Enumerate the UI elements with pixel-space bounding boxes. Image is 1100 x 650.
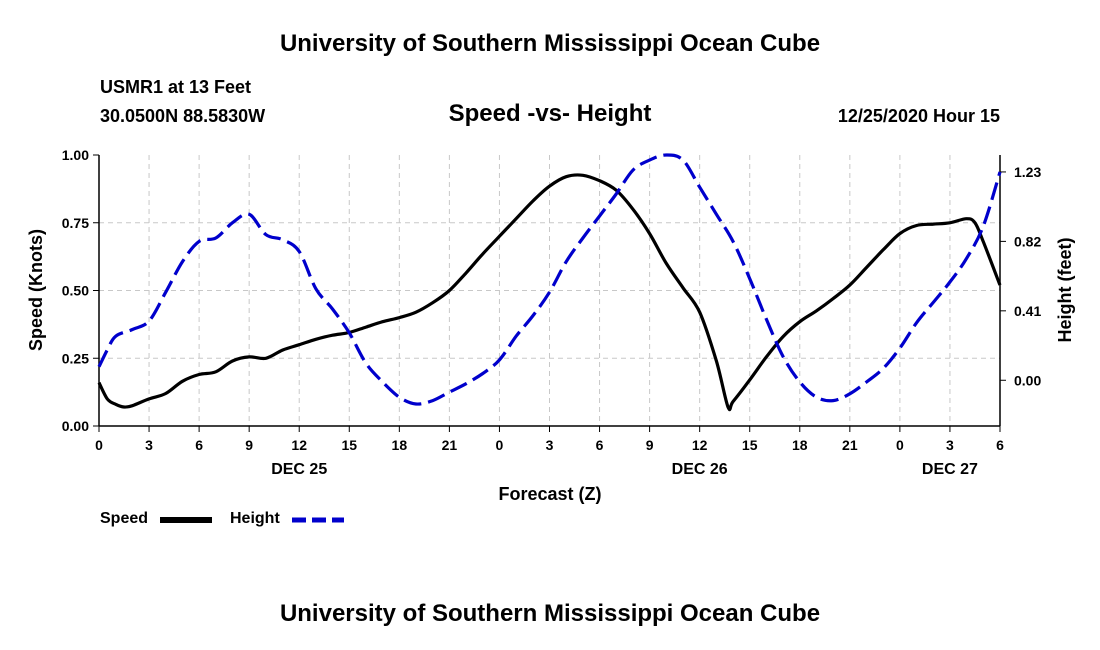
series-line-speed bbox=[97, 173, 1002, 412]
y-axis-label: Speed (Knots) bbox=[26, 229, 46, 351]
x-tick-label: 0 bbox=[896, 437, 904, 453]
station-label: USMR1 at 13 Feet bbox=[100, 77, 252, 97]
y2-tick-label: 0.41 bbox=[1014, 303, 1041, 319]
x-tick-label: 6 bbox=[195, 437, 203, 453]
footer-title: University of Southern Mississippi Ocean… bbox=[279, 600, 821, 627]
date-label: DEC 27 bbox=[922, 461, 978, 478]
legend-height-swatch bbox=[292, 517, 344, 523]
x-tick-label: 0 bbox=[496, 437, 504, 453]
x-tick-label: 15 bbox=[341, 437, 357, 453]
y2-tick-label: 1.23 bbox=[1014, 164, 1041, 180]
axis-ticks: 0 3 6 9 12 15 18 21 0 3 6 9 12 15 18 21 0 3 6 DEC 25 DEC 26 D… bbox=[62, 147, 1042, 478]
y2-tick-label: 0.00 bbox=[1014, 372, 1041, 388]
date-label: DEC 26 bbox=[672, 461, 728, 478]
series-line-height bbox=[97, 153, 1002, 406]
x-tick-label: 12 bbox=[692, 437, 708, 453]
legend-height-label: Height bbox=[230, 510, 280, 527]
grid-lines bbox=[99, 155, 1000, 426]
y-tick-label: 0.00 bbox=[62, 418, 89, 434]
coordinates-label: 30.0500N 88.5830W bbox=[100, 106, 266, 126]
x-tick-label: 3 bbox=[546, 437, 554, 453]
x-tick-label: 0 bbox=[95, 437, 103, 453]
x-tick-label: 3 bbox=[145, 437, 153, 453]
legend-speed-swatch bbox=[160, 517, 212, 523]
x-tick-label: 21 bbox=[842, 437, 858, 453]
x-tick-label: 18 bbox=[792, 437, 808, 453]
y-tick-label: 0.50 bbox=[62, 283, 89, 299]
x-tick-label: 3 bbox=[946, 437, 954, 453]
x-tick-label: 21 bbox=[442, 437, 458, 453]
x-tick-label: 12 bbox=[291, 437, 307, 453]
date-label: DEC 25 bbox=[271, 461, 327, 478]
page-title: University of Southern Mississippi Ocean… bbox=[279, 30, 821, 57]
x-tick-label: 9 bbox=[245, 437, 253, 453]
timestamp-label: 12/25/2020 Hour 15 bbox=[837, 106, 1000, 126]
x-tick-label: 6 bbox=[596, 437, 604, 453]
x-tick-label: 15 bbox=[742, 437, 758, 453]
x-tick-label: 6 bbox=[996, 437, 1004, 453]
y-tick-label: 0.75 bbox=[62, 215, 89, 231]
x-axis-label: Forecast (Z) bbox=[498, 484, 601, 504]
x-tick-label: 9 bbox=[646, 437, 654, 453]
legend-speed-label: Speed bbox=[100, 510, 149, 527]
y2-tick-label: 0.82 bbox=[1014, 233, 1041, 249]
y2-axis-label: Height (feet) bbox=[1055, 238, 1075, 343]
x-tick-label: 18 bbox=[392, 437, 408, 453]
chart-title: Speed -vs- Height bbox=[448, 100, 652, 127]
y-tick-label: 1.00 bbox=[62, 147, 89, 163]
y-tick-label: 0.25 bbox=[62, 350, 89, 366]
series-lines bbox=[97, 153, 1002, 412]
